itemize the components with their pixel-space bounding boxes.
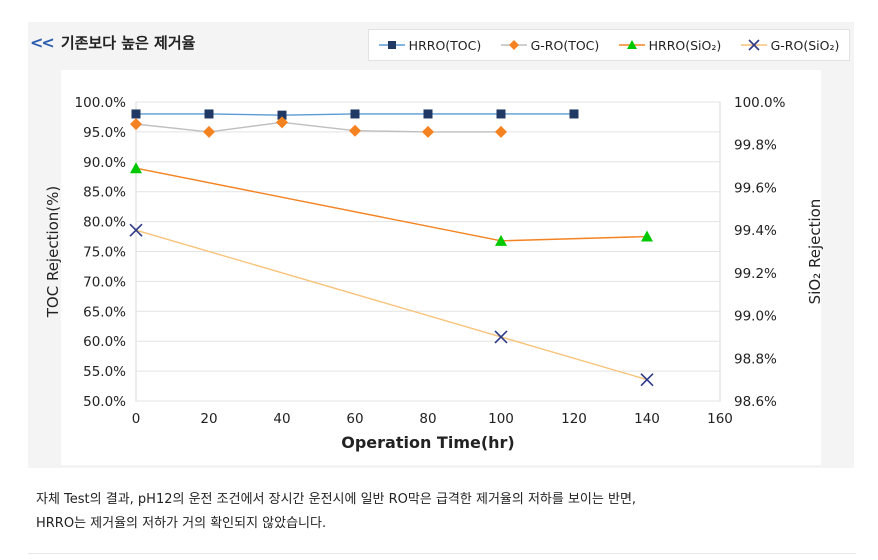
legend-item-hrro-toc: HRRO(TOC) [378, 37, 482, 53]
y-tick-label: 80.0% [83, 215, 126, 231]
data-point [496, 109, 506, 119]
section-header: << 기존보다 높은 제거율 [30, 32, 195, 53]
chart-legend: HRRO(TOC) G-RO(TOC) HRRO(SiO₂) G-RO(SiO₂… [368, 29, 850, 61]
legend-item-hrro-sio2: HRRO(SiO₂) [618, 37, 722, 53]
x-axis-title: Operation Time(hr) [341, 433, 515, 452]
y-tick-label: 100.0% [75, 95, 127, 111]
series-line [135, 121, 501, 133]
y-tick-label: 55.0% [83, 364, 126, 380]
y2-tick-label: 100.0% [734, 95, 786, 111]
data-point [277, 110, 287, 120]
y-tick-label: 65.0% [83, 304, 126, 320]
data-point [349, 124, 361, 137]
legend-square-marker-icon [378, 41, 405, 49]
caption-line-2: HRRO는 제거율의 저하가 거의 확인되지 않았습니다. [36, 516, 327, 531]
y2-tick-label: 99.0% [734, 309, 777, 325]
line-chart: 100.0% 95.0% 90.0% 85.0% 80.0% 75.0% 70.0% 65.0… [44, 95, 824, 452]
chart-area: 100.0% 95.0% 90.0% 85.0% 80.0% 75.0% 70.0% 65.0… [28, 62, 854, 468]
legend-diamond-marker-icon [500, 40, 527, 50]
x-tick-label: 40 [273, 411, 290, 427]
data-point [130, 118, 142, 131]
legend-label: HRRO(SiO₂) [648, 37, 722, 53]
data-point [569, 109, 579, 119]
y2-tick-label: 98.8% [734, 351, 777, 367]
data-point [423, 109, 433, 119]
y-tick-label: 75.0% [83, 245, 126, 261]
y-tick-label: 70.0% [83, 274, 126, 290]
x-tick-label: 160 [707, 411, 733, 427]
x-tick-label: 120 [561, 411, 587, 427]
legend-item-gro-toc: G-RO(TOC) [500, 37, 600, 53]
data-point [494, 330, 508, 344]
y-tick-label: 50.0% [83, 394, 126, 410]
data-point-stroke [129, 223, 143, 237]
section-title: 기존보다 높은 제거율 [60, 34, 196, 52]
legend-label: G-RO(TOC) [530, 37, 600, 53]
data-point [640, 373, 654, 387]
y2-tick-label: 99.8% [734, 138, 777, 154]
y-tick-label: 85.0% [83, 185, 126, 201]
caption-line-1: 자체 Test의 결과, pH12의 운전 조건에서 장시간 운전시에 일반 R… [36, 492, 637, 507]
x-tick-label: 140 [634, 411, 660, 427]
data-point-stroke [640, 373, 654, 387]
data-point [204, 109, 214, 119]
legend-label: G-RO(SiO₂) [770, 37, 840, 53]
y2-tick-label: 98.6% [734, 394, 777, 410]
x-tick-label: 20 [200, 411, 217, 427]
legend-label: HRRO(TOC) [408, 37, 482, 53]
y-tick-label: 90.0% [83, 155, 126, 171]
y2-tick-label: 99.2% [734, 266, 777, 282]
y-axis-title: TOC Rejection(%) [44, 186, 62, 319]
y2-axis-title: SiO₂ Rejection [806, 199, 824, 305]
data-point [131, 109, 141, 119]
data-point [641, 230, 653, 242]
legend-triangle-marker-icon [618, 40, 645, 49]
data-point [495, 234, 507, 246]
legend-item-gro-sio2: G-RO(SiO₂) [740, 37, 840, 53]
x-tick-label: 80 [419, 411, 436, 427]
x-tick-label: 60 [346, 411, 363, 427]
x-tick-label: 0 [132, 411, 141, 427]
caption: 자체 Test의 결과, pH12의 운전 조건에서 장시간 운전시에 일반 R… [36, 488, 856, 536]
data-point [130, 162, 142, 174]
y-tick-label: 95.0% [83, 125, 126, 141]
y-tick-label: 60.0% [83, 334, 126, 350]
double-chevron-left-icon[interactable]: << [30, 33, 55, 52]
data-point [350, 109, 360, 119]
y2-tick-label: 99.4% [734, 223, 777, 239]
divider [28, 553, 856, 554]
y2-tick-label: 99.6% [734, 180, 777, 196]
legend-x-marker-icon [740, 39, 767, 51]
x-tick-label: 100 [488, 411, 514, 427]
data-point-stroke [494, 330, 508, 344]
data-point [129, 223, 143, 237]
data-point [276, 116, 288, 129]
